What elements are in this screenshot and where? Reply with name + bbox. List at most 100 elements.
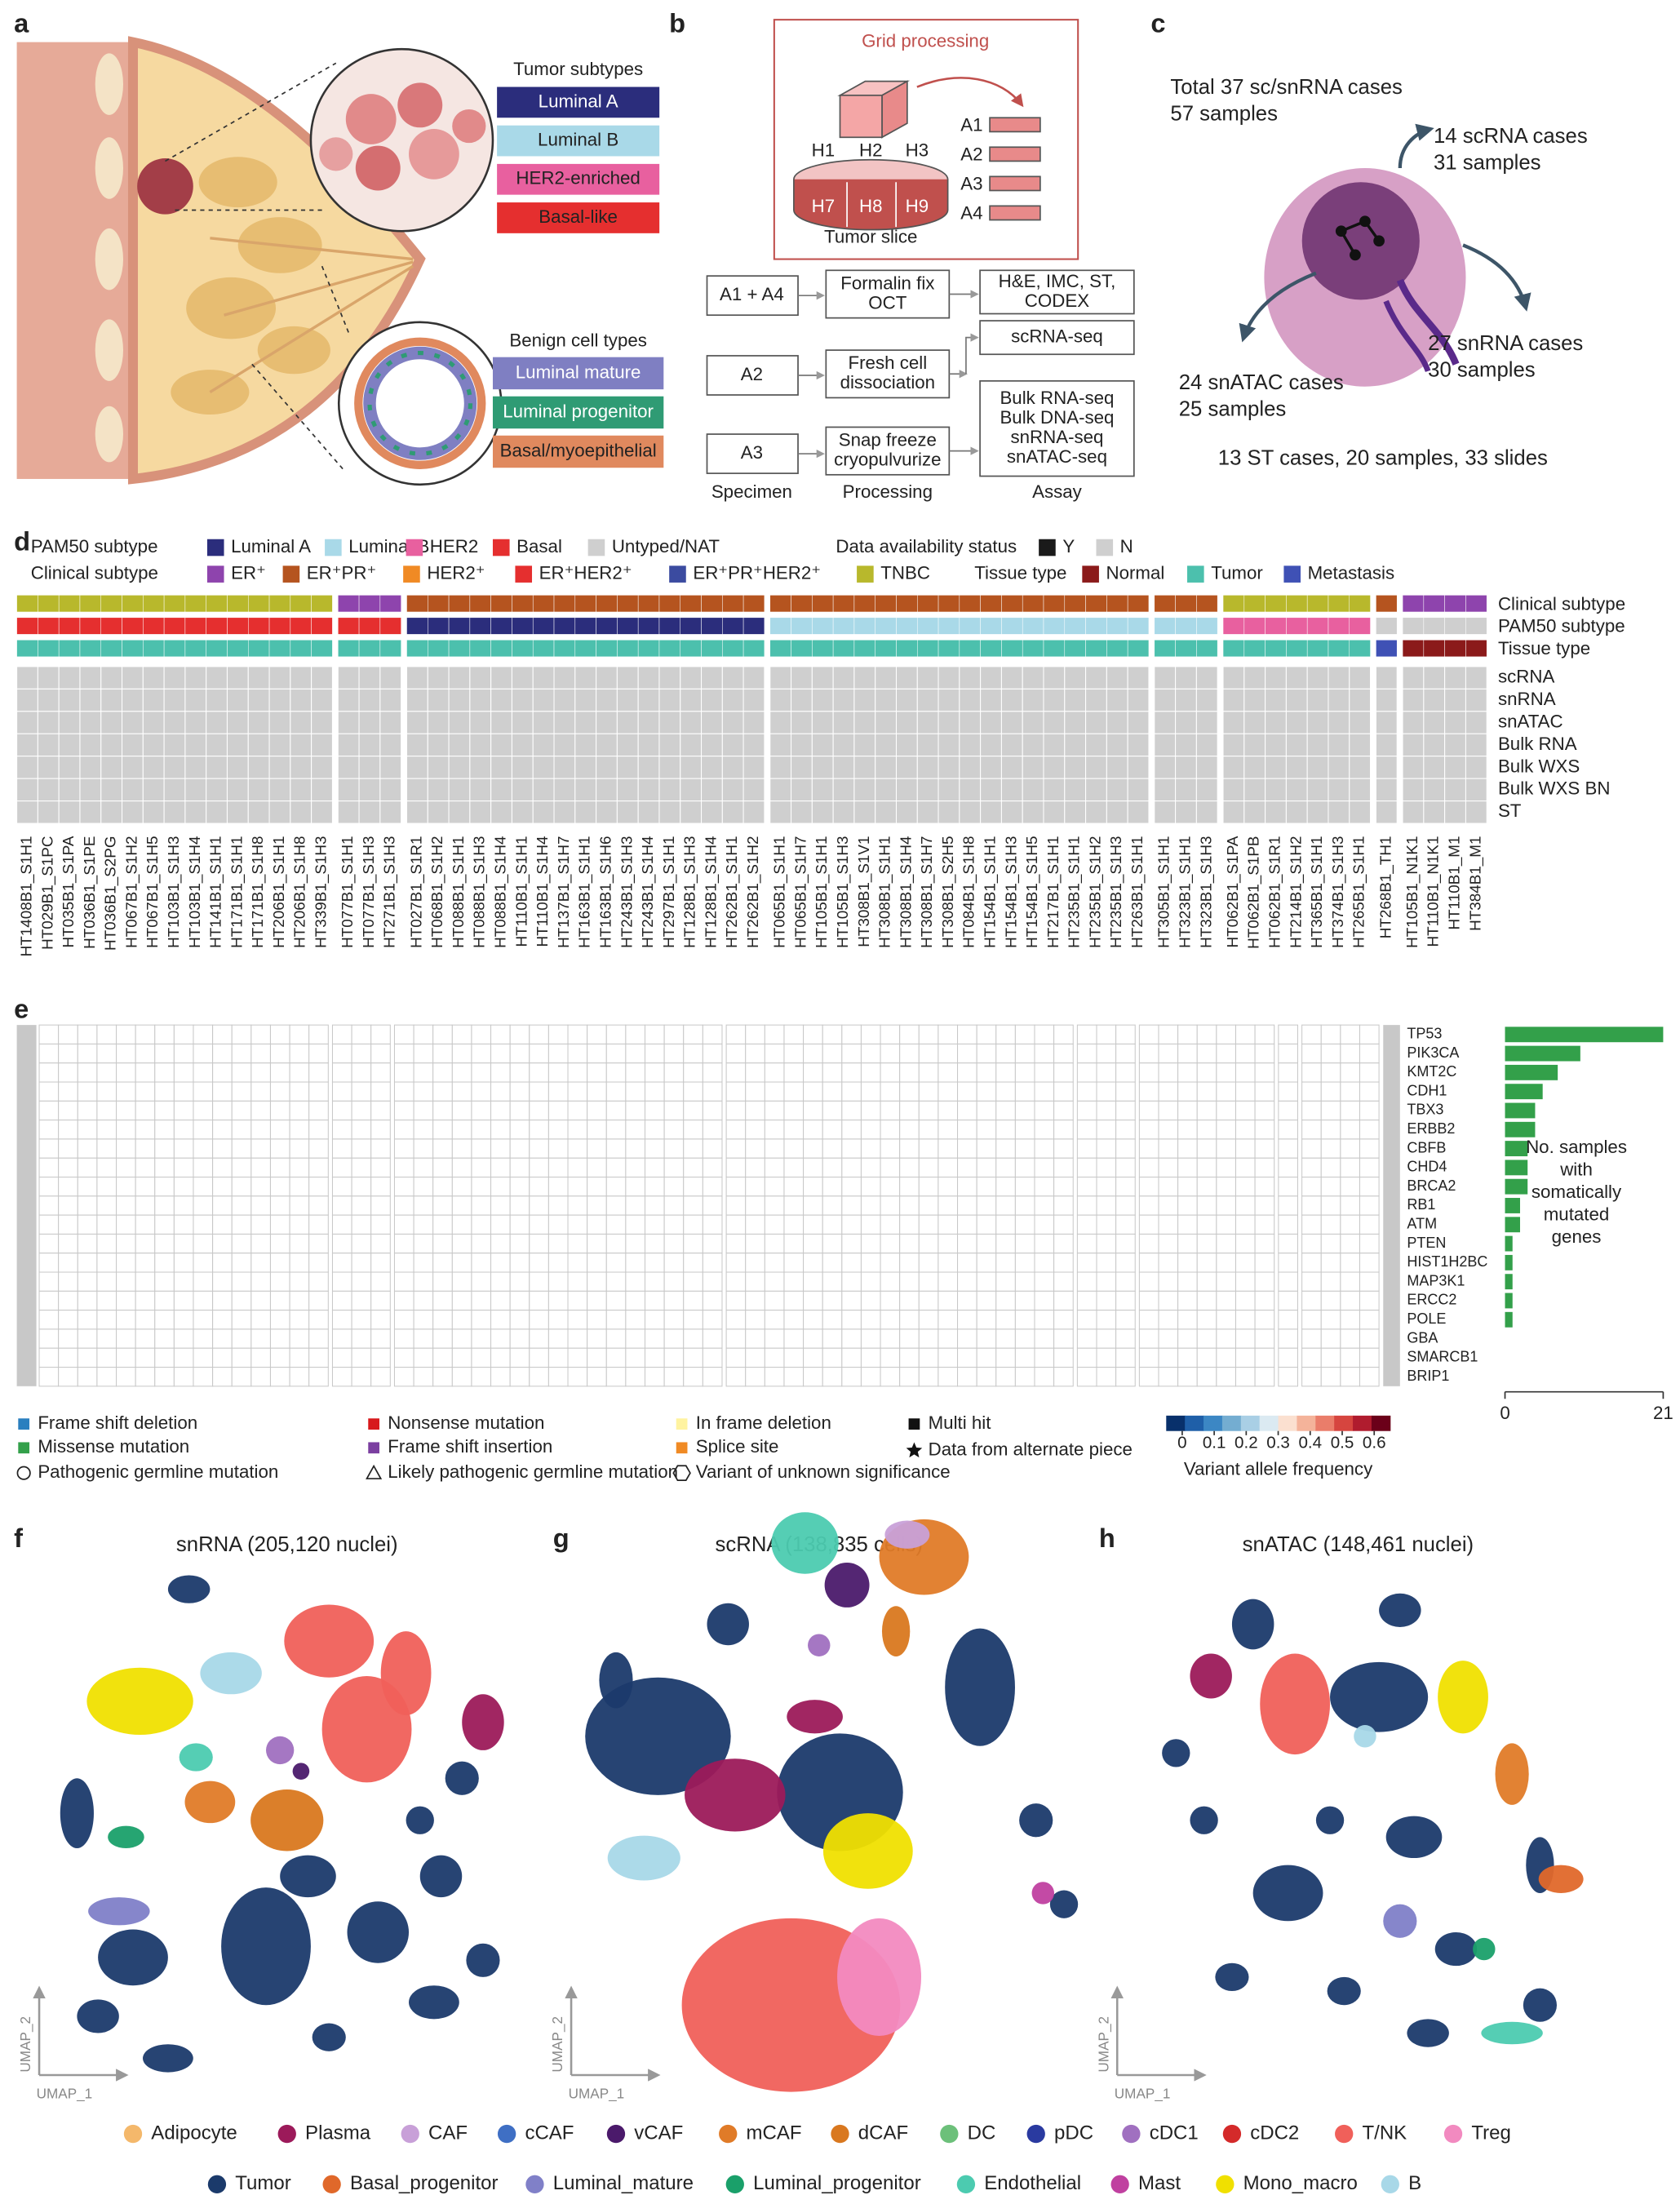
availability-cell xyxy=(895,756,918,779)
mutation-cell xyxy=(605,1138,627,1159)
annotation-cell xyxy=(379,640,401,658)
mutation-cell xyxy=(351,1024,372,1044)
availability-cell xyxy=(226,778,249,802)
mutation-cell xyxy=(1301,1347,1322,1368)
mutation-cell xyxy=(1359,1195,1380,1216)
annotation-cell xyxy=(658,595,681,613)
mutation-cell xyxy=(1235,1062,1256,1083)
mutation-cell xyxy=(605,1043,627,1064)
mutation-cell xyxy=(918,1214,939,1235)
mutation-cell xyxy=(841,1347,862,1368)
mutation-cell xyxy=(1076,1290,1097,1311)
mutation-cell xyxy=(351,1100,372,1121)
annotation-cell xyxy=(227,640,249,658)
mutation-cell xyxy=(471,1157,492,1178)
annotation-cell xyxy=(248,617,270,635)
mutation-cell xyxy=(1254,1367,1275,1387)
mutation-cell xyxy=(471,1024,492,1044)
mutation-cell xyxy=(938,1214,959,1235)
mutation-cell xyxy=(38,1328,60,1349)
availability-cell xyxy=(206,800,228,824)
mutation-cell xyxy=(803,1347,823,1368)
availability-cell xyxy=(938,778,960,802)
label: Mono_macro xyxy=(1243,2172,1358,2194)
mutation-cell xyxy=(1034,1138,1055,1159)
availability-cell xyxy=(226,666,249,690)
sample-label: HT084B1_S1H8 xyxy=(960,836,978,947)
availability-cell xyxy=(1265,756,1287,779)
availability-cell xyxy=(206,688,228,712)
label: Pathogenic germline mutation xyxy=(38,1461,278,1482)
annotation-cell xyxy=(1328,595,1350,613)
mutation-cell xyxy=(860,1367,881,1387)
availability-cell xyxy=(1085,800,1107,824)
mutation-cell xyxy=(212,1271,233,1292)
mutation-cell xyxy=(899,1367,920,1387)
mutation-cell xyxy=(1053,1214,1074,1235)
availability-cell xyxy=(290,688,313,712)
annotation-cell xyxy=(16,617,38,635)
availability-cell xyxy=(680,688,703,712)
mutation-cell xyxy=(193,1253,214,1273)
mutation-cell xyxy=(995,1062,1016,1083)
annotation-cell xyxy=(100,617,122,635)
sample-label: HT088B1_S1H4 xyxy=(492,836,510,947)
sample-label: HT305B1_S1H1 xyxy=(1155,836,1173,947)
mutation-cell xyxy=(663,1195,685,1216)
mutation-cell xyxy=(490,1177,511,1197)
availability-cell xyxy=(226,688,249,712)
sample-label: HT062B1_S1PA xyxy=(1224,836,1242,947)
availability-cell xyxy=(875,800,898,824)
mutation-cell xyxy=(644,1024,665,1044)
mutation-cell xyxy=(918,1177,939,1197)
legend-swatch xyxy=(325,539,342,557)
mutation-cell xyxy=(1340,1177,1360,1197)
mutation-cell xyxy=(1034,1195,1055,1216)
availability-cell xyxy=(1154,688,1177,712)
mutation-cell xyxy=(96,1347,117,1368)
availability-cell xyxy=(742,800,765,824)
mutation-cell xyxy=(154,1328,175,1349)
mutation-cell xyxy=(451,1233,472,1254)
mutation-cell xyxy=(663,1310,685,1330)
box xyxy=(825,426,951,476)
availability-cell xyxy=(1465,756,1487,779)
mutation-cell xyxy=(745,1157,765,1178)
mutation-cell xyxy=(1340,1024,1360,1044)
mutation-cell xyxy=(1014,1043,1035,1064)
mutation-cell xyxy=(116,1195,136,1216)
availability-cell xyxy=(1022,733,1044,757)
mutation-cell xyxy=(154,1024,175,1044)
label: Bulk WXS xyxy=(1498,756,1580,776)
availability-cell xyxy=(1375,778,1398,802)
availability-cell xyxy=(1349,666,1372,690)
mutation-cell xyxy=(370,1177,391,1197)
availability-cell xyxy=(1444,688,1466,712)
mutation-cell xyxy=(250,1157,271,1178)
availability-cell xyxy=(1328,800,1350,824)
mutation-cell xyxy=(783,1290,805,1311)
label: PAM50 subtype xyxy=(1498,616,1625,636)
annotation-cell xyxy=(206,640,228,658)
mutation-cell xyxy=(509,1195,530,1216)
mutation-cell xyxy=(529,1138,549,1159)
availability-cell xyxy=(1285,800,1308,824)
mutation-cell xyxy=(1014,1253,1035,1273)
mutation-cell xyxy=(116,1120,136,1140)
mutation-cell xyxy=(702,1271,723,1292)
mutation-cell xyxy=(764,1328,785,1349)
mutation-cell xyxy=(289,1062,310,1083)
arrow xyxy=(965,333,979,375)
mutation-cell xyxy=(644,1138,665,1159)
availability-cell xyxy=(791,666,813,690)
availability-cell xyxy=(680,711,703,734)
mutation-cell xyxy=(1053,1195,1074,1216)
mutation-cell xyxy=(1320,1081,1341,1102)
mutation-cell xyxy=(269,1310,290,1330)
annotation-cell xyxy=(16,595,38,613)
mutation-cell xyxy=(1115,1157,1136,1178)
availability-cell xyxy=(337,711,360,734)
mutation-cell xyxy=(1138,1347,1159,1368)
sample-label: HT235B1_S1H3 xyxy=(1107,836,1125,947)
legend-symbol xyxy=(368,1418,379,1430)
